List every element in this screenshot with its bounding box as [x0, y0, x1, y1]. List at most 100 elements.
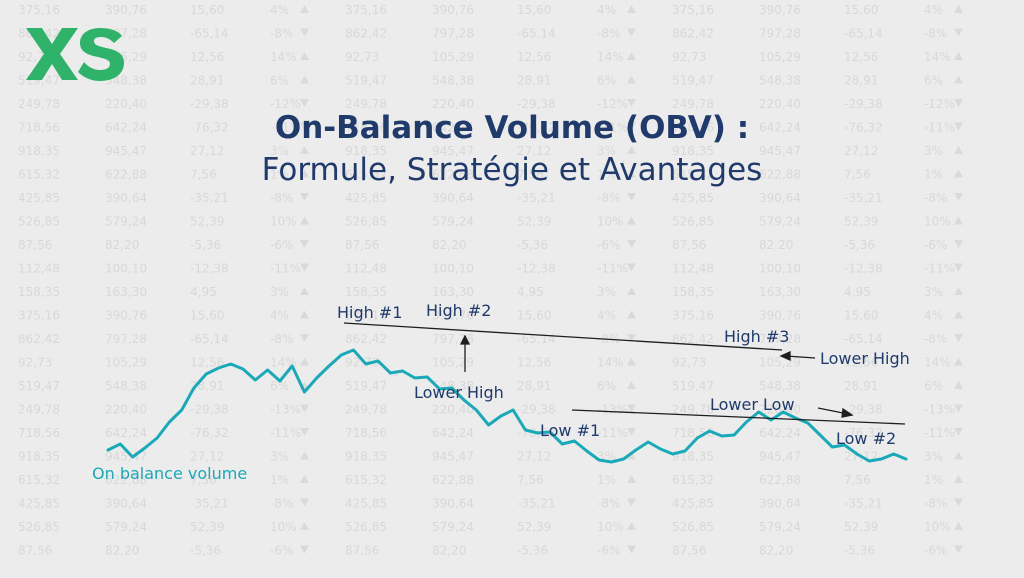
background-cell: -12,38: [190, 262, 229, 276]
up-arrow-icon: [954, 522, 963, 530]
background-cell: 1%: [597, 473, 616, 487]
background-cell: 3%: [270, 144, 289, 158]
background-cell: 1%: [597, 168, 616, 182]
background-cell: 718,56: [672, 121, 714, 135]
background-cell: 3%: [597, 285, 616, 299]
up-arrow-icon: [954, 52, 963, 60]
down-arrow-icon: [300, 428, 309, 436]
up-arrow-icon: [300, 310, 309, 319]
background-cell: -29,38: [844, 403, 883, 417]
background-cell: 390,64: [105, 497, 147, 511]
background-cell: 249,78: [18, 97, 60, 111]
background-cell: 1%: [270, 473, 289, 487]
background-cell: -6%: [270, 544, 293, 558]
label-lower-high-right: Lower High: [820, 349, 910, 368]
background-cell: 3%: [270, 450, 289, 464]
background-cell: -6%: [597, 544, 620, 558]
up-arrow-icon: [300, 522, 309, 530]
background-cell: 615,32: [672, 168, 714, 182]
background-cell: 82,20: [759, 238, 793, 252]
down-arrow-icon: [627, 404, 636, 413]
background-cell: -76,32: [517, 121, 556, 135]
down-arrow-icon: [627, 193, 636, 201]
background-cell: 14%: [270, 356, 297, 370]
background-cell: 718,56: [345, 426, 387, 440]
background-cell: 15,60: [190, 309, 224, 323]
background-cell: 918,35: [345, 144, 387, 158]
resistance-trendline: [343, 322, 783, 351]
background-cell: -11%: [924, 262, 955, 276]
background-cell: 642,24: [432, 121, 474, 135]
down-arrow-icon: [627, 498, 636, 507]
background-cell: 15,60: [844, 3, 878, 17]
background-cell: 10%: [924, 215, 951, 229]
background-cell: 579,24: [432, 215, 474, 229]
label-low-1: Low #1: [540, 421, 600, 440]
down-arrow-icon: [627, 240, 636, 248]
background-cell: 918,35: [18, 450, 60, 464]
background-cell: 10%: [597, 215, 624, 229]
down-arrow-icon: [627, 428, 636, 436]
background-cell: 390,76: [432, 3, 474, 17]
background-cell: 52,39: [517, 520, 551, 534]
down-arrow-icon: [954, 99, 963, 107]
background-cell: 375,16: [345, 309, 387, 323]
background-cell: 82,20: [759, 544, 793, 558]
background-cell: -12%: [597, 97, 628, 111]
background-cell: -6%: [270, 238, 293, 252]
background-cell: 526,85: [672, 215, 714, 229]
background-cell: 1%: [924, 168, 943, 182]
down-arrow-icon: [954, 334, 963, 342]
background-cell: 220,40: [432, 403, 474, 417]
background-cell: 615,32: [18, 168, 60, 182]
background-cell: 797,28: [432, 27, 474, 41]
background-cell: 112,48: [672, 262, 714, 276]
up-arrow-icon: [627, 52, 636, 60]
background-cell: 622,88: [105, 168, 147, 182]
background-cell: 622,88: [432, 473, 474, 487]
background-cell: 918,35: [345, 450, 387, 464]
background-cell: 4%: [924, 309, 943, 323]
up-arrow-icon: [627, 216, 636, 225]
background-cell: 579,24: [105, 215, 147, 229]
background-cell: 579,24: [105, 520, 147, 534]
up-arrow-icon: [300, 169, 309, 178]
background-cell: 10%: [597, 520, 624, 534]
label-high-2: High #2: [426, 301, 491, 320]
background-cell: -13%: [270, 403, 301, 417]
background-cell: 12,56: [517, 356, 551, 370]
up-arrow-icon: [300, 357, 309, 366]
support-trendline: [571, 409, 906, 425]
background-cell: 1%: [924, 473, 943, 487]
up-arrow-icon: [954, 5, 963, 13]
background-cell: 100,10: [105, 262, 147, 276]
background-cell: 579,24: [759, 215, 801, 229]
background-cell: -12%: [270, 97, 301, 111]
arrow-lower-high-mid: [459, 334, 471, 372]
down-arrow-icon: [954, 428, 963, 436]
background-cell: -29,38: [517, 403, 556, 417]
down-arrow-icon: [627, 99, 636, 107]
background-cell: -35,21: [517, 191, 556, 205]
up-arrow-icon: [954, 216, 963, 225]
label-high-1: High #1: [337, 303, 402, 322]
background-cell: 4%: [597, 3, 616, 17]
background-cell: 642,24: [759, 121, 801, 135]
background-cell: 158,35: [672, 285, 714, 299]
background-cell: -76,32: [190, 426, 229, 440]
background-cell: 82,20: [432, 238, 466, 252]
background-cell: 425,85: [672, 497, 714, 511]
up-arrow-icon: [627, 287, 636, 295]
background-cell: 249,78: [672, 403, 714, 417]
background-cell: 390,76: [432, 309, 474, 323]
background-cell: 112,48: [345, 262, 387, 276]
background-cell: 945,47: [759, 450, 801, 464]
background-cell: 112,48: [18, 262, 60, 276]
background-cell: 918,35: [18, 144, 60, 158]
background-cell: 622,88: [432, 168, 474, 182]
background-cell: 92,73: [672, 356, 706, 370]
background-cell: 718,56: [672, 426, 714, 440]
background-cell: -35,21: [844, 191, 883, 205]
background-cell: 82,20: [105, 238, 139, 252]
background-cell: 375,16: [345, 3, 387, 17]
